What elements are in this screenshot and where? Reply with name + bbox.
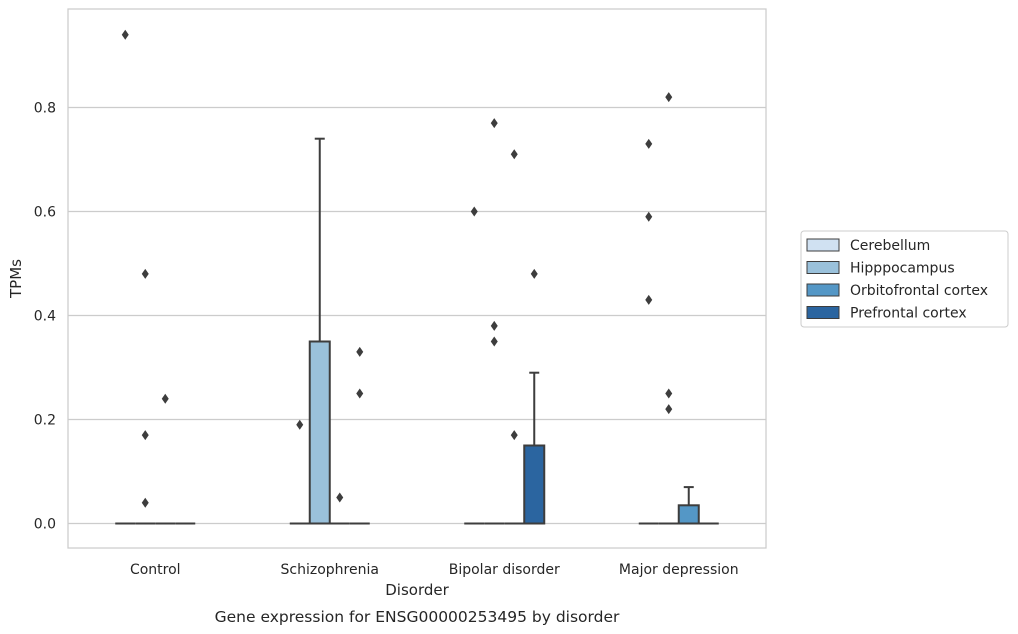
box-body — [523, 444, 546, 525]
outlier-point — [490, 320, 498, 331]
outlier-point — [141, 430, 149, 441]
box-orbitofrontal-cortex — [677, 486, 700, 525]
box-prefrontal-cortex — [523, 268, 546, 525]
legend-label: Prefrontal cortex — [850, 306, 967, 322]
box-prefrontal-cortex — [349, 346, 370, 525]
outlier-point — [645, 211, 653, 222]
marks-layer — [115, 29, 719, 525]
outlier-point — [530, 268, 538, 279]
box-cerebellum — [638, 138, 659, 525]
legend-frame — [800, 230, 1009, 328]
box-hipppocampus — [308, 137, 331, 525]
outlier-point — [356, 346, 364, 357]
outlier-point — [470, 206, 478, 217]
y-tick-label: 0.8 — [34, 101, 56, 117]
outlier-point — [141, 497, 149, 508]
legend-label: Hipppocampus — [850, 261, 955, 277]
outlier-point — [665, 92, 673, 103]
chart-caption: Gene expression for ENSG00000253495 by d… — [215, 608, 620, 626]
outlier-point — [665, 388, 673, 399]
box-cerebellum — [464, 206, 485, 525]
outlier-point — [510, 149, 518, 160]
outlier-point — [665, 404, 673, 415]
x-axis-label: Disorder — [385, 581, 449, 599]
box-body — [677, 504, 700, 525]
box-orbitofrontal-cortex — [504, 149, 525, 525]
outlier-point — [645, 138, 653, 149]
box-orbitofrontal-cortex — [329, 492, 350, 525]
box-cerebellum — [289, 419, 310, 525]
y-axis-label: TPMs — [7, 259, 25, 299]
legend-swatch — [806, 306, 840, 319]
legend-swatch — [806, 238, 840, 252]
y-tick-label: 0.6 — [34, 205, 56, 221]
outlier-point — [490, 336, 498, 347]
box-orbitofrontal-cortex — [155, 393, 176, 525]
y-tick-label: 0.0 — [34, 517, 56, 533]
outlier-point — [161, 393, 169, 404]
outlier-point — [510, 430, 518, 441]
outlier-point — [356, 388, 364, 399]
outlier-point — [490, 118, 498, 129]
legend-swatch — [806, 283, 840, 297]
ticks-layer: 0.0 0.2 0.4 0.6 0.8 Control Schizophrenia Bipol… — [34, 101, 739, 579]
x-tick-label: Major depression — [619, 562, 739, 578]
box-cerebellum — [115, 29, 136, 525]
outlier-point — [121, 29, 129, 40]
legend-label: Cerebellum — [850, 238, 930, 254]
x-tick-label: Bipolar disorder — [449, 562, 560, 578]
outlier-point — [645, 294, 653, 305]
grid-layer — [68, 106, 766, 525]
legend: Cerebellum Hipppocampus Orbitofrontal cort… — [800, 230, 1009, 328]
x-tick-label: Control — [130, 562, 181, 578]
x-tick-label: Schizophrenia — [281, 562, 379, 578]
outlier-point — [336, 492, 344, 503]
box-hipppocampus — [658, 92, 679, 525]
y-tick-label: 0.4 — [34, 309, 56, 325]
plot-frame — [67, 8, 767, 549]
legend-swatch — [806, 261, 840, 274]
outlier-point — [141, 268, 149, 279]
box-body — [308, 340, 331, 525]
legend-label: Orbitofrontal cortex — [850, 283, 988, 299]
box-hipppocampus — [484, 118, 505, 525]
box-hipppocampus — [135, 268, 156, 525]
y-tick-label: 0.2 — [34, 413, 56, 429]
outlier-point — [296, 419, 304, 430]
